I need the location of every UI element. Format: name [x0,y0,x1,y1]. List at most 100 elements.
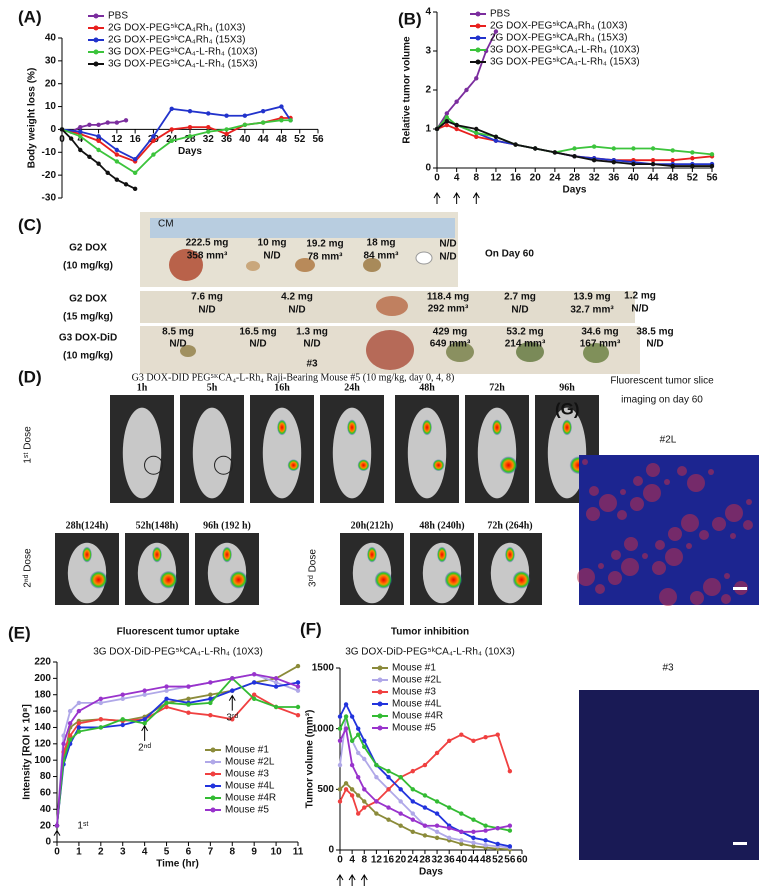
tumor [376,296,408,316]
annotation: 118.4 mg [427,292,469,303]
point [349,714,355,719]
tumor [363,258,381,272]
tumor-signal [444,570,463,589]
y-tick-label: 100 [34,755,51,766]
point [61,741,66,747]
point [164,704,169,710]
x-tick-label: 48 [480,855,492,866]
x-tick-label: 1 [76,847,82,858]
dose-arrow [348,874,356,886]
point [186,696,191,702]
line [436,116,713,156]
point [471,817,476,822]
line [56,673,299,826]
point [495,841,500,847]
y-tick-label: 80 [40,771,52,782]
y-tick-label: 3 [425,46,431,57]
y-tick-label: 220 [34,657,51,668]
point [507,844,513,849]
point [434,750,440,756]
annotation: 3ʳᵈ [226,712,238,723]
legend-label: Mouse #3 [392,687,436,698]
speckle [633,476,643,486]
point [447,835,452,841]
legend-marker [475,35,481,41]
speckle [712,517,726,531]
point [690,150,695,155]
x-tick-label: 28 [419,855,431,866]
point [54,823,60,828]
point [164,684,169,689]
annotation-arrow [141,724,149,741]
point [410,787,415,792]
point [343,726,349,731]
point [142,692,147,697]
point [114,177,120,182]
point [273,676,279,681]
tumor [446,342,474,362]
point [242,122,248,128]
point [471,829,476,834]
tumor-outline [144,455,164,475]
point [631,161,636,167]
legend-label: PBS [490,9,510,20]
y-tick-label: 1500 [312,663,335,674]
x-tick-label: 11 [293,847,304,858]
mouse [192,407,232,499]
point [650,146,656,151]
point [483,838,488,843]
point [362,756,367,762]
x-tick-label: 5 [164,847,170,858]
speckle [617,510,627,520]
annotation: 1ˢᵗ [77,820,88,831]
x-tick-label: 32 [203,134,215,145]
x-tick-label: 12 [111,134,123,145]
tumor [366,330,414,370]
point [151,152,156,157]
point [398,799,403,804]
point [444,111,450,116]
point [483,842,488,848]
point [690,156,695,161]
x-tick-label: 16 [510,173,522,184]
x-tick-label: 52 [687,173,699,184]
legend-marker [377,713,383,719]
speckle [677,466,687,476]
point [474,134,479,139]
point [349,738,355,743]
legend-label: Mouse #4L [392,699,442,710]
point [690,163,695,169]
legend-label: 3G DOX-PEG⁵ᵏCA₄-L-Rh₄ (10X3) [108,47,258,58]
point [447,825,452,831]
annotation: N/D [631,304,648,315]
point [164,696,169,702]
x-tick-label: 44 [648,173,660,184]
point [434,829,440,834]
point [422,833,428,838]
sample-label: #2L [660,435,677,446]
point [251,672,257,677]
point [142,721,147,726]
point [76,721,82,726]
point [495,732,500,737]
point [444,119,450,124]
x-tick-label: 20 [530,173,542,184]
point [374,811,379,816]
point [459,811,464,816]
point [454,126,459,132]
point [224,113,229,118]
point [356,793,361,798]
chart: (F) Tumor inhibition 3G DOX-DiD-PEG⁵ᵏCA₄-L… [300,619,528,886]
speckle [611,550,621,560]
annotation: N/D [249,339,266,350]
legend-marker [377,725,383,731]
annotation: #3 [306,359,318,370]
point [87,154,92,160]
y-tick-label: 1 [425,124,431,135]
speckle [665,548,683,566]
legend-marker [93,49,99,55]
panel-g: (G) Fluorescent tumor slice imaging on d… [555,376,759,860]
point [507,823,513,828]
annotation: 222.5 mg [186,238,229,249]
